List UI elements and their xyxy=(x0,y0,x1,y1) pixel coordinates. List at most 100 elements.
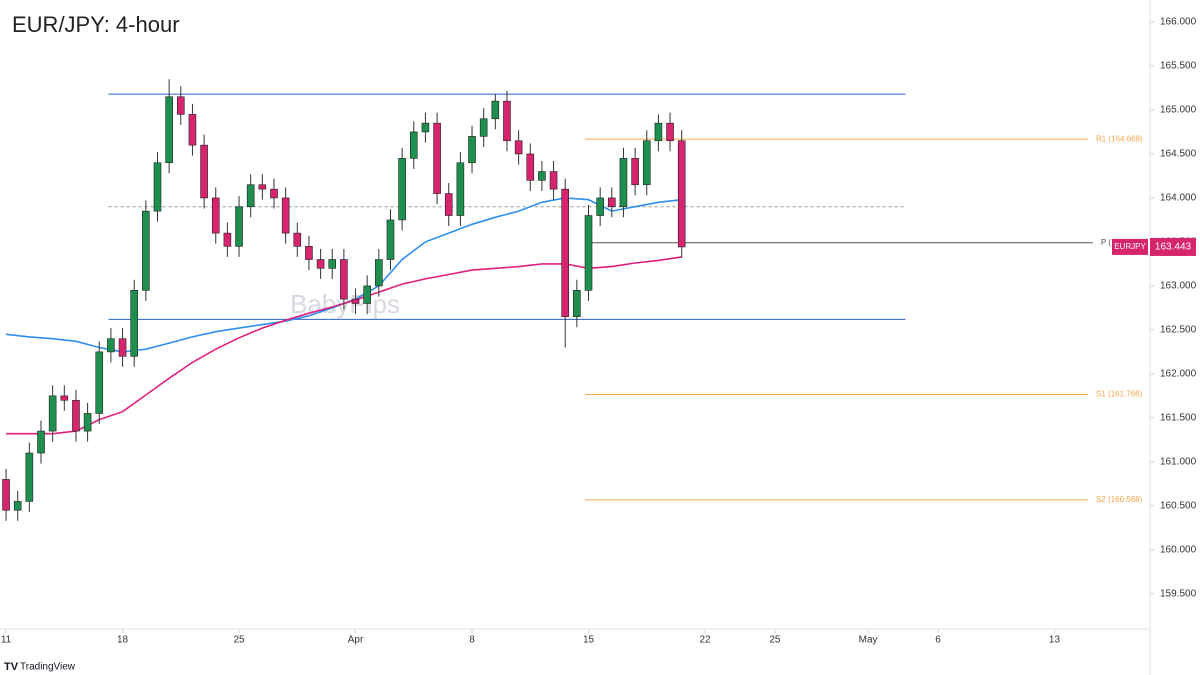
price-tag-bg xyxy=(1150,237,1196,256)
candle-body xyxy=(72,399,80,432)
candle xyxy=(468,125,476,174)
candle-body xyxy=(83,413,92,432)
candle xyxy=(223,222,232,257)
candle xyxy=(72,389,80,442)
candle-body xyxy=(270,188,278,199)
candle-body xyxy=(573,290,581,317)
candle xyxy=(95,341,104,425)
candle-body xyxy=(25,452,34,502)
logo-mark: TV xyxy=(4,661,19,673)
price-tag: 163.443 xyxy=(1155,242,1192,253)
candle-body xyxy=(281,197,290,234)
candle xyxy=(421,112,430,143)
candle-body xyxy=(444,193,453,216)
candle xyxy=(270,178,278,209)
candle-body xyxy=(561,188,570,317)
candle-body xyxy=(188,114,197,146)
candle xyxy=(479,108,488,147)
y-tick-label: 162.500 xyxy=(1160,325,1197,336)
candle xyxy=(631,147,639,196)
candle-body xyxy=(211,197,220,234)
y-tick-label: 164.500 xyxy=(1160,149,1197,160)
x-tick-label: 18 xyxy=(117,635,129,646)
candle-body xyxy=(596,197,604,216)
candle xyxy=(328,248,337,279)
candle-body xyxy=(2,479,10,511)
candle xyxy=(514,130,523,165)
y-tick-label: 160.500 xyxy=(1160,500,1197,511)
candle-body xyxy=(118,338,127,357)
candle-body xyxy=(468,136,476,164)
candle-body xyxy=(526,153,535,181)
x-tick-label: 15 xyxy=(583,635,595,646)
candle-body xyxy=(666,122,674,142)
candle xyxy=(246,174,255,218)
candle-body xyxy=(608,197,616,208)
candle-body xyxy=(258,184,267,190)
candle-body xyxy=(642,140,651,186)
candle xyxy=(153,152,162,222)
candle xyxy=(165,79,173,174)
candle xyxy=(433,112,441,205)
candle-body xyxy=(48,395,57,432)
candle xyxy=(666,112,674,152)
candle xyxy=(642,130,651,196)
level-label: P ( xyxy=(1101,238,1111,247)
y-tick-label: 160.000 xyxy=(1160,544,1197,555)
candle-body xyxy=(165,96,173,164)
candle-body xyxy=(130,290,138,357)
candle xyxy=(409,121,418,169)
candle-body xyxy=(433,122,441,194)
x-tick-label: 13 xyxy=(1049,635,1061,646)
candle-body xyxy=(153,162,162,212)
candle xyxy=(83,402,92,442)
x-tick-label: Apr xyxy=(348,635,364,646)
candle-body xyxy=(503,100,511,142)
candle xyxy=(561,178,570,348)
candle xyxy=(677,130,686,258)
candle xyxy=(48,385,57,442)
candle-body xyxy=(176,96,185,115)
candle-body xyxy=(491,100,500,120)
x-tick-label: 22 xyxy=(699,635,711,646)
footer-text: TradingView xyxy=(20,662,76,673)
candle-body xyxy=(619,158,628,208)
y-tick-label: 161.500 xyxy=(1160,413,1197,424)
candle xyxy=(538,160,546,191)
candle xyxy=(281,187,290,244)
candle-body xyxy=(95,351,104,414)
candle xyxy=(316,248,325,279)
candle-body xyxy=(351,298,360,304)
y-tick-label: 162.000 xyxy=(1160,369,1197,380)
candle xyxy=(130,279,138,367)
candle-body xyxy=(386,219,395,260)
candle xyxy=(584,204,593,301)
candle-body xyxy=(293,232,302,247)
candle xyxy=(211,187,220,244)
y-tick-label: 163.000 xyxy=(1160,281,1197,292)
candle xyxy=(654,114,663,152)
symbol-tag-bg xyxy=(1112,238,1148,255)
footer: TV TradingView xyxy=(4,661,76,673)
candle-body xyxy=(538,171,546,181)
plot-area: P (R1 (164.668) S1 (161.766) S2 (160.568) xyxy=(2,79,1143,521)
candle xyxy=(188,103,197,156)
candle xyxy=(386,209,395,271)
candle-body xyxy=(631,158,639,186)
candle xyxy=(456,152,465,227)
candle xyxy=(573,279,581,328)
candle xyxy=(25,442,34,512)
candle xyxy=(619,147,628,218)
candle xyxy=(444,182,453,227)
symbol-tag: EURJPY xyxy=(1114,242,1146,251)
candle-body xyxy=(479,118,488,137)
y-tick-label: 165.000 xyxy=(1160,105,1197,116)
candle-body xyxy=(549,171,558,190)
candle-body xyxy=(421,122,430,133)
candle-body xyxy=(200,144,208,199)
candle xyxy=(176,86,185,125)
candle xyxy=(200,134,208,209)
candle-body xyxy=(316,259,325,269)
